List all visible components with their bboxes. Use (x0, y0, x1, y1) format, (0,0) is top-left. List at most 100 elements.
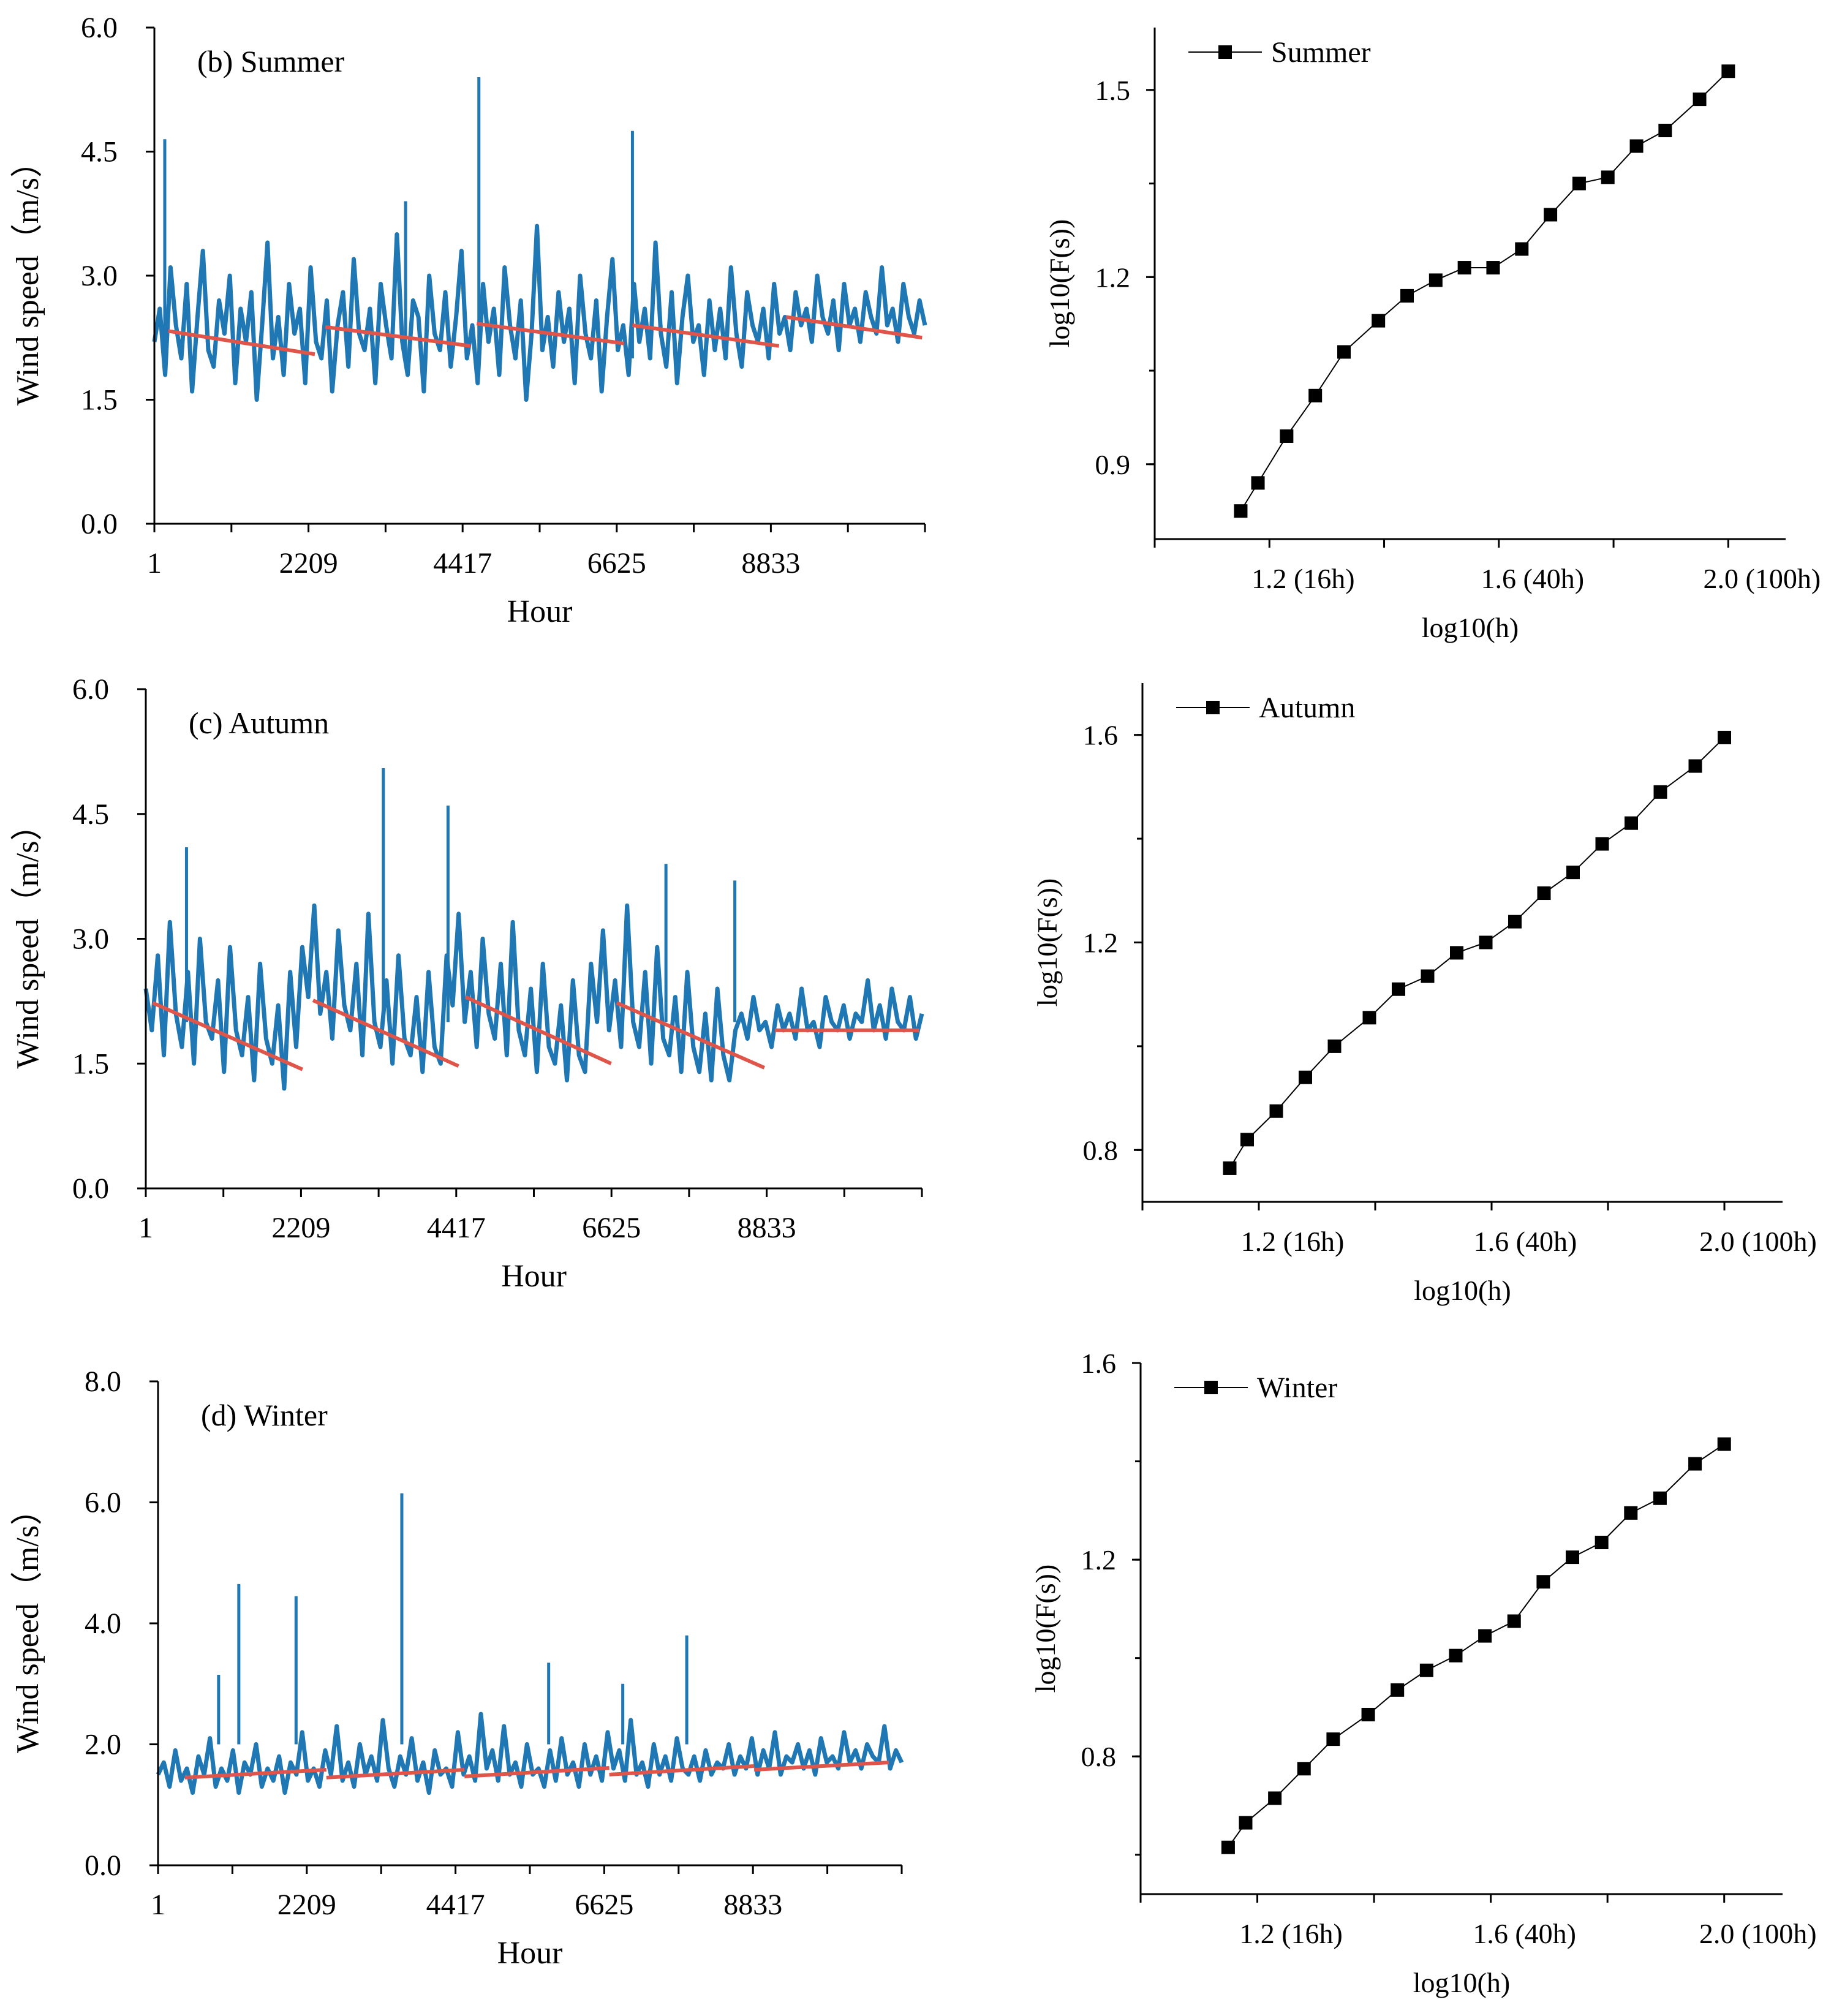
x-tick-label: 2209 (279, 547, 338, 580)
dfa-point (1429, 273, 1443, 287)
dfa-point (1221, 1840, 1235, 1854)
dfa-point (1544, 208, 1558, 222)
y-tick-label: 1.5 (81, 384, 118, 417)
y-tick-label: 1.5 (72, 1048, 109, 1080)
y-tick-label: 1.6 (1083, 720, 1119, 751)
dfa-point (1566, 1550, 1580, 1565)
y-tick-label: 4.5 (72, 798, 109, 831)
y-tick-label: 4.0 (85, 1607, 121, 1640)
timeseries-panel: 0.0 1.5 3.0 4.5 6.0 1 2209 4417 6625 8833 (c) Autu… (10, 673, 924, 1294)
trend-line (152, 1001, 304, 1071)
legend-marker (1218, 45, 1232, 59)
wind-speed-series (156, 1712, 904, 1795)
x-tick-label: 2.0 (100h) (1704, 563, 1821, 594)
dfa-point (1658, 124, 1672, 138)
dfa-point (1515, 242, 1529, 256)
y-axis-label: log10(F(s)) (1032, 878, 1063, 1007)
x-tick-label: 4417 (427, 1212, 486, 1244)
dfa-point (1718, 730, 1731, 744)
wind-speed-series (143, 903, 924, 1091)
dfa-point (1721, 64, 1735, 78)
trend-line (476, 322, 625, 345)
y-tick-label: 0.0 (81, 508, 118, 540)
dfa-point (1400, 289, 1414, 303)
y-tick-label: 6.0 (81, 12, 118, 44)
x-axis-label: log10(h) (1422, 612, 1519, 643)
legend-label: Summer (1271, 36, 1371, 69)
x-tick-label: 1.2 (16h) (1251, 563, 1355, 594)
legend-label: Winter (1257, 1372, 1337, 1404)
dfa-point (1297, 1762, 1311, 1776)
x-tick-label: 1.6 (40h) (1474, 1226, 1577, 1257)
trend-line (785, 315, 923, 340)
legend-marker (1206, 701, 1220, 714)
dfa-point (1223, 1161, 1237, 1175)
dfa-point (1601, 170, 1615, 184)
dfa-point (1326, 1732, 1340, 1746)
y-tick-label: 6.0 (85, 1487, 121, 1519)
x-tick-label: 1 (147, 547, 162, 580)
dfa-point (1508, 915, 1522, 929)
x-tick-label: 1.6 (40h) (1473, 1918, 1576, 1949)
dfa-point (1361, 1707, 1375, 1721)
dfa-point (1327, 1039, 1342, 1053)
y-tick-label: 4.5 (81, 136, 118, 168)
x-tick-label: 1 (151, 1889, 165, 1921)
dfa-series-line (1228, 1443, 1725, 1848)
x-axis-label: Hour (507, 594, 573, 629)
y-tick-label: 1.2 (1095, 262, 1131, 293)
panel-title: (b) Summer (197, 44, 345, 78)
panel-title: (c) Autumn (189, 706, 329, 740)
x-tick-label: 6625 (587, 547, 646, 580)
dfa-point (1308, 388, 1323, 402)
y-tick-label: 1.5 (1095, 75, 1131, 106)
x-tick-label: 6625 (575, 1889, 633, 1921)
x-tick-label: 8833 (741, 547, 800, 580)
x-tick-label: 2209 (277, 1889, 336, 1921)
dfa-point (1688, 1457, 1702, 1471)
dfa-point (1653, 785, 1667, 799)
x-tick-label: 2.0 (100h) (1699, 1226, 1817, 1257)
dfa-point (1419, 1663, 1433, 1677)
dfa-point (1479, 935, 1493, 949)
dfa-point (1507, 1614, 1521, 1628)
y-axis-label: Wind speed（m/s） (10, 1493, 45, 1753)
x-axis-label: log10(h) (1414, 1275, 1511, 1306)
dfa-point (1478, 1629, 1492, 1643)
x-tick-label: 6625 (582, 1212, 641, 1244)
y-tick-label: 2.0 (85, 1729, 121, 1761)
x-axis-label: Hour (501, 1259, 567, 1294)
trend-line (753, 1761, 889, 1772)
x-tick-label: 2209 (271, 1212, 330, 1244)
dfa-point (1624, 1506, 1638, 1520)
dfa-point (1572, 176, 1586, 191)
x-axis-label: log10(h) (1413, 1967, 1510, 1998)
dfa-point (1372, 314, 1386, 328)
dfa-point (1251, 476, 1265, 490)
dfa-point (1450, 946, 1463, 960)
dfa-point (1625, 816, 1638, 830)
panel-title: (d) Winter (201, 1398, 328, 1432)
y-tick-label: 3.0 (81, 260, 118, 292)
trend-line (326, 1767, 465, 1780)
x-tick-label: 1.6 (40h) (1481, 563, 1584, 594)
y-axis-label: Wind speed（m/s） (10, 146, 45, 406)
trend-line (464, 1766, 610, 1778)
dfa-point (1457, 261, 1471, 275)
x-tick-label: 4417 (433, 547, 492, 580)
y-tick-label: 3.0 (72, 923, 109, 956)
dfa-point (1421, 969, 1435, 983)
dfa-point (1240, 1133, 1254, 1147)
trend-line (632, 323, 780, 348)
timeseries-panel: 0.0 2.0 4.0 6.0 8.0 1 2209 4417 6625 8833 (d) Wint… (10, 1365, 904, 1971)
dfa-point (1486, 261, 1500, 275)
dfa-point (1269, 1104, 1283, 1118)
wind-speed-series (152, 224, 927, 402)
y-tick-label: 1.6 (1081, 1348, 1117, 1379)
dfa-point (1362, 1011, 1376, 1025)
dfa-series-line (1240, 70, 1729, 512)
x-tick-label: 8833 (738, 1212, 796, 1244)
dfa-point (1536, 1575, 1550, 1589)
x-tick-label: 1.2 (16h) (1239, 1918, 1343, 1949)
x-tick-label: 1 (138, 1212, 153, 1244)
